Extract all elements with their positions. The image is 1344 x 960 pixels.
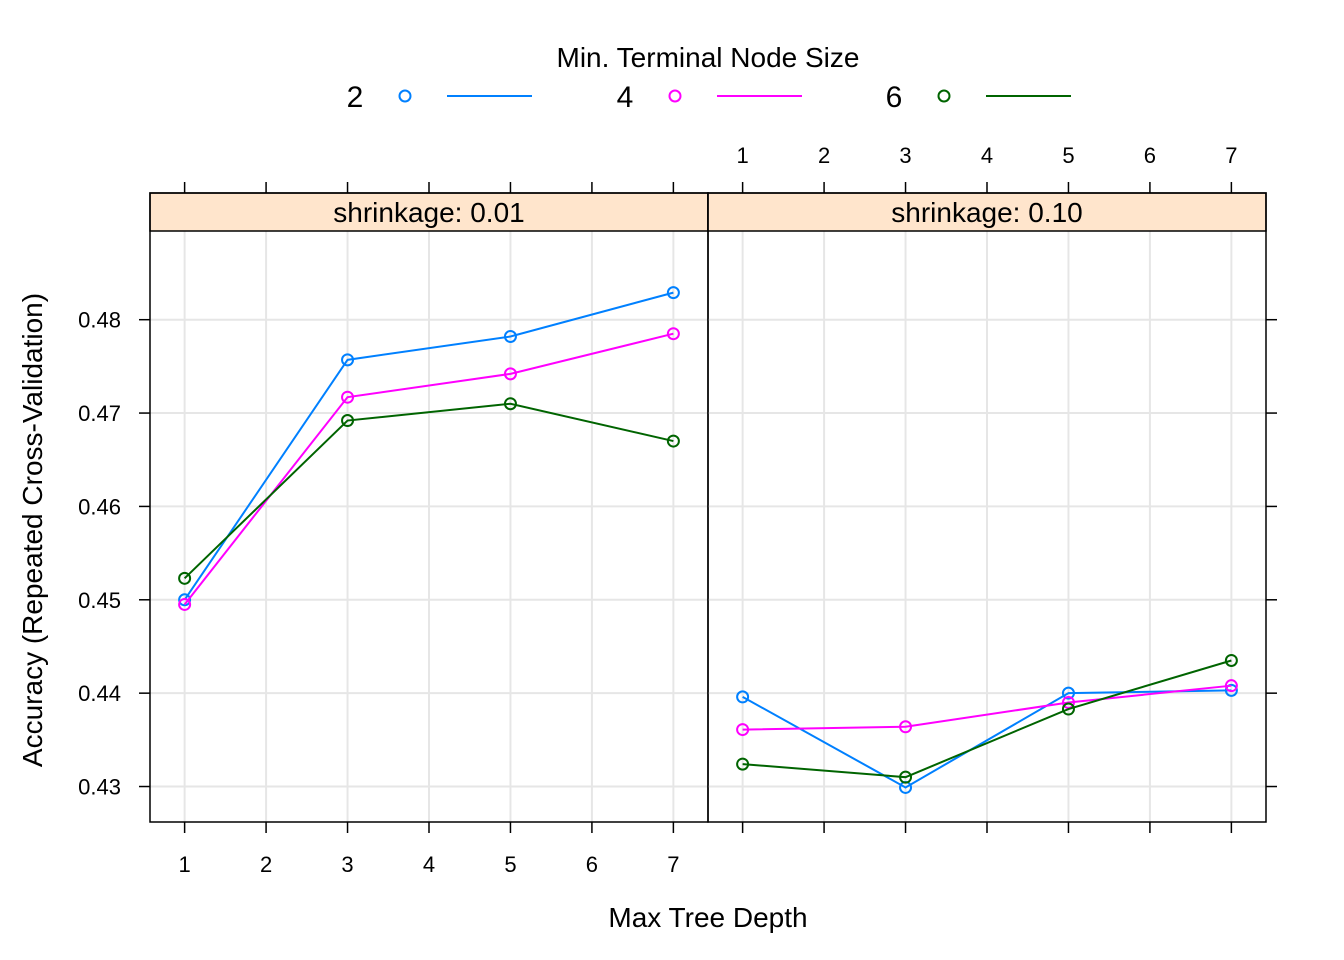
legend-marker [937, 89, 951, 103]
series-line-6 [742, 659, 1232, 779]
x-tick-label-bottom: 3 [341, 852, 353, 877]
legend-marker [668, 89, 682, 103]
series-line-4 [742, 684, 1232, 731]
data-point-2 [1224, 683, 1238, 697]
series-line-2 [183, 291, 674, 601]
data-point-2 [503, 330, 517, 344]
data-point-4 [178, 597, 192, 611]
legend-item-4: 4 [617, 81, 802, 114]
data-point-4 [503, 367, 517, 381]
legend-label: 2 [347, 81, 364, 114]
x-tick-label-top: 5 [1062, 143, 1074, 168]
data-point-6 [1224, 653, 1238, 667]
x-tick-label-top: 4 [981, 143, 993, 168]
legend-item-6: 6 [886, 81, 1071, 114]
strip-background [707, 192, 1267, 232]
legend-label: 4 [617, 81, 634, 114]
x-tick-label-bottom: 6 [586, 852, 598, 877]
gridlines [708, 231, 1266, 822]
x-tick-label-top: 6 [1144, 143, 1156, 168]
data-point-6 [736, 757, 750, 771]
x-tick-label-bottom: 2 [260, 852, 272, 877]
legend-marker [398, 89, 412, 103]
series-line-4 [183, 332, 674, 606]
x-tick-label-bottom: 7 [667, 852, 679, 877]
data-point-6 [178, 571, 192, 585]
legend-item-2: 2 [347, 81, 532, 114]
legend-title: Min. Terminal Node Size [557, 42, 860, 73]
panels: shrinkage: 0.01 shrinkage: 0.10 [149, 192, 1267, 823]
y-tick-label: 0.44 [78, 681, 121, 706]
x-axis-title: Max Tree Depth [608, 902, 807, 933]
x-tick-label-bottom: 5 [504, 852, 516, 877]
y-tick-label: 0.46 [78, 494, 121, 519]
data-point-4 [341, 390, 355, 404]
data-point-2 [178, 593, 192, 607]
data-point-6 [503, 397, 517, 411]
data-point-4 [666, 327, 680, 341]
x-tick-label-top: 3 [899, 143, 911, 168]
series-line-2 [742, 689, 1232, 789]
panel-2: shrinkage: 0.10 [707, 192, 1267, 823]
data-point-6 [341, 414, 355, 428]
data-point-6 [899, 770, 913, 784]
legend-label: 6 [886, 81, 903, 114]
bottom-x-axis: 1 2 3 4 5 6 7 [178, 822, 1233, 877]
data-point-6 [1061, 702, 1075, 716]
data-point-4 [899, 720, 913, 734]
data-point-2 [736, 690, 750, 704]
data-point-4 [736, 723, 750, 737]
x-tick-label-bottom: 4 [423, 852, 435, 877]
y-tick-label: 0.43 [78, 775, 121, 800]
data-point-2 [666, 286, 680, 300]
y-tick-label: 0.45 [78, 588, 121, 613]
panel-1: shrinkage: 0.01 [149, 192, 709, 823]
legend: Min. Terminal Node Size 2 4 6 [347, 42, 1071, 114]
x-tick-label-top: 2 [818, 143, 830, 168]
series-line-6 [183, 402, 674, 580]
legend-items: 2 4 6 [347, 81, 1071, 114]
x-tick-label-top: 1 [736, 143, 748, 168]
left-y-axis: 0.43 0.44 0.45 0.46 0.47 0.48 [78, 308, 150, 800]
right-y-axis [1266, 318, 1277, 788]
gridlines [150, 231, 708, 822]
strip-label: shrinkage: 0.01 [333, 197, 524, 228]
data-point-2 [341, 353, 355, 367]
data-point-2 [1061, 686, 1075, 700]
data-point-6 [666, 434, 680, 448]
y-tick-label: 0.47 [78, 401, 121, 426]
data-point-4 [1224, 679, 1238, 693]
y-tick-label: 0.48 [78, 308, 121, 333]
strip-label: shrinkage: 0.10 [891, 197, 1082, 228]
x-tick-label-bottom: 1 [178, 852, 190, 877]
y-axis-title: Accuracy (Repeated Cross-Validation) [17, 293, 48, 767]
top-x-axis: 1 2 3 4 5 6 7 [183, 143, 1238, 193]
x-tick-label-top: 7 [1225, 143, 1237, 168]
